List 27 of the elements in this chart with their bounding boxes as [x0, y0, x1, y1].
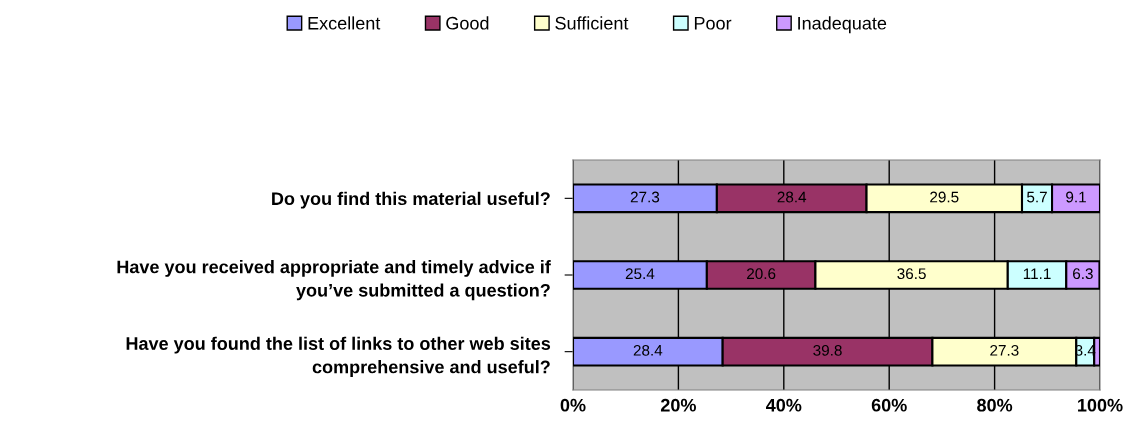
x-tick-label: 40% [766, 398, 802, 412]
data-label: 39.8 [813, 344, 842, 356]
data-label: 25.4 [625, 268, 655, 280]
legend-label: Sufficient [555, 16, 629, 30]
data-label: 27.3 [630, 191, 660, 203]
x-tick-label: 20% [660, 398, 696, 412]
data-label: 5.7 [1027, 191, 1047, 203]
legend-label: Inadequate [798, 16, 887, 34]
data-label: 28.4 [633, 344, 663, 356]
y-tick-label: Have you found the list of links to other web sites comprehensive and useful? [126, 336, 551, 377]
data-label: 36.5 [897, 268, 926, 280]
y-tick-label: Have you received appropriate and timely advice if you’ve submitted a question? [117, 260, 551, 301]
x-tick-label: 80% [977, 398, 1013, 412]
x-tick-label: 60% [871, 398, 907, 412]
data-label: 6.3 [1073, 268, 1093, 280]
legend-label: Excellent [308, 16, 381, 30]
data-label: 20.6 [747, 268, 776, 280]
legend-label: Good [446, 16, 489, 30]
data-label: 9.1 [1066, 191, 1086, 203]
x-tick-label: 0% [560, 398, 586, 412]
y-tick-label: Do you find this material useful? [272, 191, 550, 209]
data-label: 11.1 [1023, 268, 1051, 279]
data-label: 27.3 [990, 344, 1019, 356]
x-tick-label: 100% [1078, 398, 1123, 412]
data-label: 28.4 [777, 191, 807, 203]
legend-label: Poor [694, 17, 732, 30]
data-label: 29.5 [930, 191, 959, 203]
